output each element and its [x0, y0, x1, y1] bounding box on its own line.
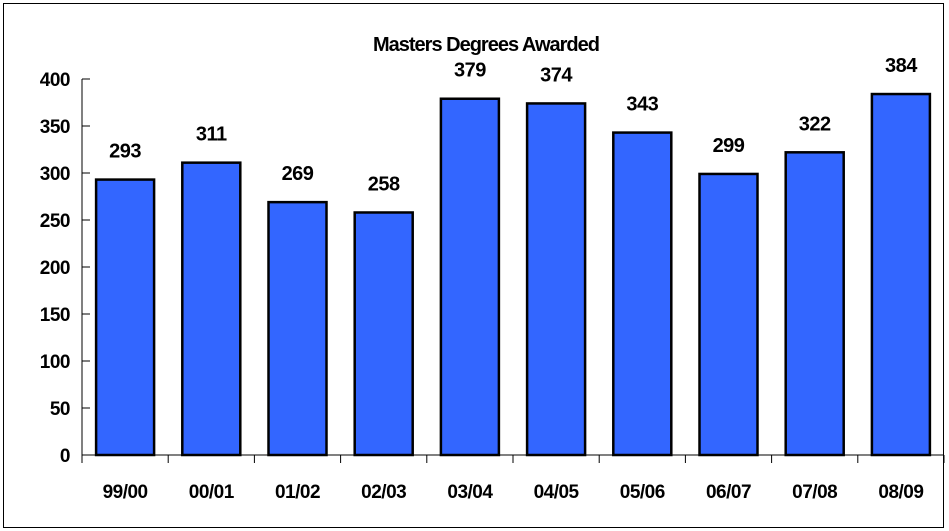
x-tick-label: 07/08	[792, 482, 837, 503]
value-labels-group: 293 311 269 258 379 374 343 299 322 384	[109, 55, 919, 195]
y-tick-label: 300	[40, 164, 70, 185]
y-tick-label: 200	[40, 258, 70, 279]
y-tick-label: 0	[60, 446, 70, 467]
bar-value-label: 322	[799, 113, 831, 135]
bar-value-label: 343	[626, 94, 658, 116]
bar	[181, 161, 242, 457]
bar-value-label: 384	[885, 55, 918, 77]
bar	[698, 172, 759, 457]
bar	[870, 92, 932, 457]
y-tick-label: 400	[40, 70, 70, 91]
x-tick-label: 02/03	[361, 482, 406, 503]
x-tick-label: 06/07	[706, 482, 751, 503]
y-tick-label: 350	[40, 117, 70, 138]
y-tick-label: 250	[40, 211, 70, 232]
y-tick-label: 50	[50, 399, 70, 420]
bar	[612, 131, 673, 457]
bar-value-label: 374	[540, 64, 573, 86]
x-tick-label: 03/04	[447, 482, 493, 503]
bar-value-label: 258	[368, 173, 400, 195]
x-tick-label: 00/01	[189, 482, 235, 503]
x-tick-label: 99/00	[103, 482, 148, 503]
x-tick-label: 04/05	[534, 482, 580, 503]
y-axis: 0 50 100 150 200 250 300 350 400	[40, 70, 90, 467]
bar	[784, 151, 845, 457]
bar-value-label: 293	[109, 141, 141, 163]
x-tick-label: 05/06	[620, 482, 665, 503]
chart-title: Masters Degrees Awarded	[373, 34, 599, 56]
bar-value-label: 299	[713, 135, 745, 157]
bar	[439, 97, 501, 457]
bars-group	[94, 92, 932, 457]
x-axis: 99/00 00/01 01/02 02/03 03/04 04/05 05/06 06/07…	[81, 454, 945, 503]
x-tick-label: 08/09	[878, 482, 923, 503]
bar-value-label: 269	[282, 163, 314, 185]
bar-value-label: 379	[454, 60, 486, 82]
y-tick-label: 150	[40, 305, 70, 326]
bar	[353, 211, 414, 457]
y-tick-label: 100	[40, 352, 70, 373]
bar-value-label: 311	[196, 124, 227, 146]
bar	[267, 200, 328, 457]
bar	[94, 178, 156, 457]
bar	[525, 102, 587, 457]
x-tick-label: 01/02	[275, 482, 320, 503]
